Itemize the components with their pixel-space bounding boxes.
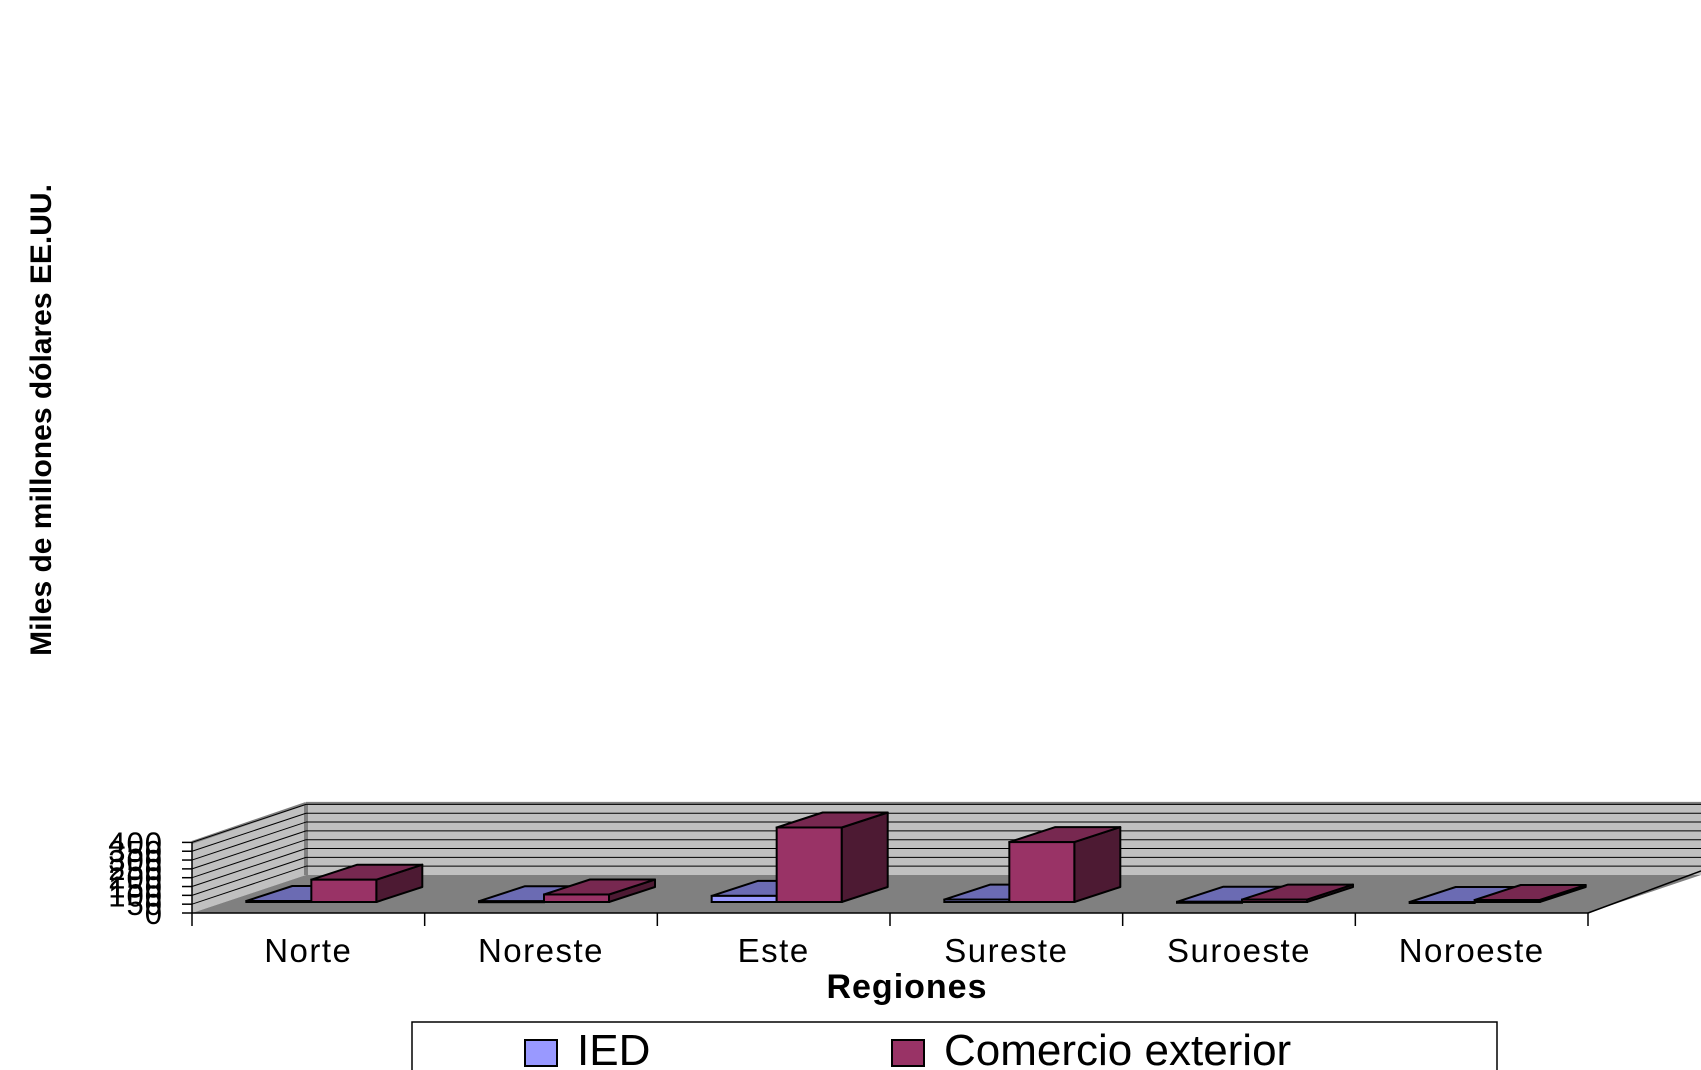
y-tick-label: 350 <box>108 834 163 869</box>
legend: IED Comercio exterior <box>411 1021 1498 1070</box>
x-tick-label: Sureste <box>944 932 1068 969</box>
bar-comercio-exterior <box>1473 884 1587 903</box>
bar-comercio-exterior <box>1008 826 1122 904</box>
bar-front-face <box>478 900 545 904</box>
grid-lines <box>191 803 1701 905</box>
bar-comercio-exterior <box>775 811 889 904</box>
y-axis-title: Miles de millones dólares EE.UU. <box>25 184 58 656</box>
gridline-side <box>191 865 307 905</box>
gridline-side <box>191 812 307 852</box>
y-tick-label: 200 <box>108 861 163 896</box>
y-tick-label: 400 <box>108 825 163 860</box>
x-tick-label: Suroeste <box>1167 932 1311 969</box>
bar-front-face <box>310 878 378 904</box>
gridline-side <box>191 821 307 861</box>
bars-group <box>245 811 1587 904</box>
gridline-side <box>191 839 307 879</box>
x-tick-label: Este <box>738 932 810 969</box>
bar-front-face <box>543 893 610 903</box>
y-tick-label: 300 <box>108 843 163 878</box>
bar-front-face <box>1408 901 1476 904</box>
floor-edge-right <box>1587 870 1701 914</box>
gridline-side <box>191 830 307 870</box>
bar-front-face <box>1176 900 1243 904</box>
legend-swatch-comercio-exterior <box>891 1039 925 1067</box>
legend-swatch-ied <box>524 1039 558 1067</box>
gridline-side <box>191 856 307 896</box>
bar-front-face <box>245 900 313 904</box>
legend-box <box>411 1021 1498 1070</box>
x-tick-label: Noroeste <box>1399 932 1545 969</box>
x-tick-labels: Norte Noreste Este Sureste Suroeste Noroeste <box>264 932 1545 969</box>
bar-comercio-exterior <box>543 878 656 903</box>
bar-front-face <box>710 894 778 904</box>
bar-front-face <box>1008 841 1076 904</box>
y-tick-label: 50 <box>127 887 163 922</box>
bar-front-face <box>1473 899 1541 903</box>
y-tick-label: 0 <box>145 896 163 931</box>
bar-front-face <box>1241 898 1308 904</box>
gridline-side <box>191 848 307 887</box>
axes-group <box>182 841 1701 926</box>
bar-comercio-exterior <box>310 863 424 904</box>
bar-front-face <box>943 898 1011 904</box>
bar-comercio-exterior <box>1241 883 1354 904</box>
x-tick-label: Norte <box>264 932 352 969</box>
bar-front-face <box>775 826 843 904</box>
x-tick-label: Noreste <box>478 932 604 969</box>
y-tick-label: 250 <box>108 852 163 887</box>
gridline-side <box>191 803 307 843</box>
legend-label-comercio-exterior: Comercio exterior <box>944 1026 1291 1070</box>
y-tick-label: 100 <box>108 878 163 913</box>
legend-label-ied: IED <box>577 1026 650 1070</box>
x-axis-title: Regiones <box>826 968 987 1006</box>
y-tick-label: 150 <box>108 870 163 905</box>
